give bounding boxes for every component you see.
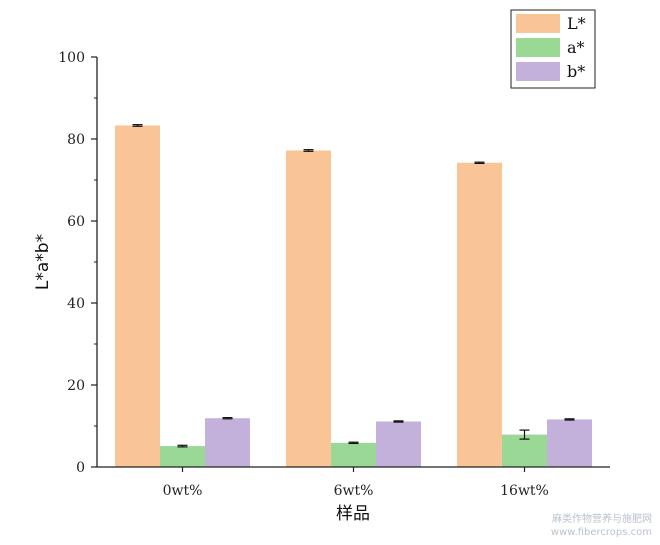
x-axis-title: 样品 xyxy=(336,504,370,524)
bar-L-16wtpct xyxy=(457,162,502,467)
y-tick-label: 80 xyxy=(67,132,85,148)
watermark: 麻类作物营养与施肥网 www.fibercrops.com xyxy=(551,513,652,539)
legend: L* a* b* xyxy=(510,9,596,89)
watermark-line-2: www.fibercrops.com xyxy=(550,527,652,538)
legend-label: b* xyxy=(567,62,585,81)
bar-a-0wtpct xyxy=(160,446,205,467)
legend-label: L* xyxy=(567,14,586,33)
y-axis-title: L*a*b* xyxy=(33,234,53,290)
error-bar xyxy=(519,429,530,440)
y-tick-label: 40 xyxy=(67,296,85,312)
legend-swatch xyxy=(516,38,560,57)
y-tick-label: 100 xyxy=(58,50,85,66)
x-tick-label: 0wt% xyxy=(163,483,203,499)
bar-L-6wtpct xyxy=(286,150,331,468)
watermark-line-1: 麻类作物营养与施肥网 xyxy=(552,514,652,525)
x-tick-label: 16wt% xyxy=(500,483,549,499)
y-tick-label: 60 xyxy=(67,214,85,230)
bar-b-16wtpct xyxy=(547,419,592,467)
error-bar xyxy=(564,418,575,421)
error-bar xyxy=(393,420,404,423)
error-bar xyxy=(474,161,485,164)
bar-L-0wtpct xyxy=(115,125,160,467)
y-tick-label: 20 xyxy=(67,378,85,394)
legend-label: a* xyxy=(567,38,585,57)
error-bar xyxy=(348,441,359,445)
y-tick-label: 0 xyxy=(76,460,85,476)
legend-swatch xyxy=(516,62,560,81)
error-bar xyxy=(132,124,143,127)
bars-group xyxy=(115,125,592,468)
bar-a-6wtpct xyxy=(331,442,376,467)
error-bar xyxy=(222,416,233,420)
error-bar xyxy=(177,444,188,448)
error-bar xyxy=(303,149,314,152)
x-tick-label: 6wt% xyxy=(334,483,374,499)
ticks-group: 0wt% 6wt% 16wt% 0 20 40 60 80 100 xyxy=(58,50,549,499)
error-bars-group xyxy=(132,124,575,448)
axes-group xyxy=(96,57,610,468)
bar-b-0wtpct xyxy=(205,418,250,467)
bar-b-6wtpct xyxy=(376,421,421,467)
legend-swatch xyxy=(516,14,560,33)
bar-a-16wtpct xyxy=(502,434,547,467)
